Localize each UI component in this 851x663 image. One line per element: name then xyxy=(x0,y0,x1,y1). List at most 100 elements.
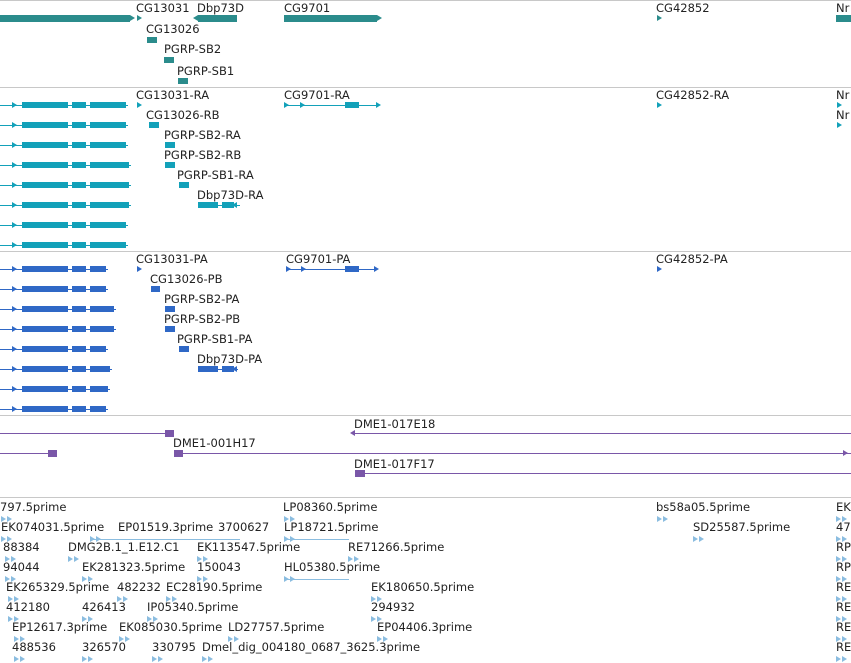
cds-exon[interactable] xyxy=(137,266,142,272)
est-label[interactable]: 797.5prime xyxy=(0,500,67,514)
cds-exon[interactable] xyxy=(22,326,68,332)
transcript-label[interactable]: CG9701-RA xyxy=(284,88,350,102)
est-feature[interactable] xyxy=(197,556,202,562)
est-label[interactable]: 88384 xyxy=(3,540,40,554)
gene-label[interactable]: Nr xyxy=(836,1,850,15)
clone-label[interactable]: DME1-017E18 xyxy=(354,417,436,431)
est-feature[interactable] xyxy=(383,636,388,642)
transcript-exon[interactable] xyxy=(22,142,68,148)
est-feature[interactable] xyxy=(842,576,847,582)
cds-exon[interactable] xyxy=(90,406,106,412)
transcript-label[interactable]: CG42852-RA xyxy=(656,88,730,102)
est-label[interactable]: EK265329.5prime xyxy=(6,580,110,594)
est-feature[interactable] xyxy=(371,616,376,622)
est-feature[interactable] xyxy=(836,516,841,522)
transcript-exon[interactable] xyxy=(12,242,17,248)
clone-label[interactable]: DME1-017F17 xyxy=(354,457,435,471)
est-label[interactable]: EK281323.5prime xyxy=(82,560,186,574)
clone-line[interactable] xyxy=(355,473,851,474)
gene-label[interactable]: PGRP-SB1 xyxy=(177,64,235,78)
est-feature[interactable] xyxy=(842,636,847,642)
transcript-exon[interactable] xyxy=(12,122,17,128)
est-label[interactable]: RE71266.5prime xyxy=(348,540,445,554)
cds-exon[interactable] xyxy=(72,266,86,272)
est-feature[interactable] xyxy=(842,596,847,602)
cds-exon[interactable] xyxy=(22,286,68,292)
transcript-exon[interactable] xyxy=(22,102,68,108)
est-feature[interactable] xyxy=(147,616,152,622)
transcript-exon[interactable] xyxy=(657,102,662,108)
transcript-label[interactable]: PGRP-SB2-RB xyxy=(164,148,242,162)
est-feature[interactable] xyxy=(68,556,73,562)
transcript-exon[interactable] xyxy=(232,202,237,208)
est-label[interactable]: 94044 xyxy=(3,560,40,574)
cds-exon[interactable] xyxy=(12,346,17,352)
transcript-label[interactable]: PGRP-SB2-RA xyxy=(164,128,241,142)
cds-exon[interactable] xyxy=(345,266,359,272)
cds-label[interactable]: CG42852-PA xyxy=(656,252,728,266)
est-label[interactable]: EK180650.5prime xyxy=(371,580,475,594)
est-feature[interactable] xyxy=(88,616,93,622)
cds-exon[interactable] xyxy=(22,346,68,352)
est-label[interactable]: 150043 xyxy=(197,560,241,574)
est-feature[interactable] xyxy=(125,636,130,642)
cds-exon[interactable] xyxy=(12,366,17,372)
transcript-label[interactable]: Nr xyxy=(836,88,850,102)
clone-label[interactable]: DME1-001H17 xyxy=(173,436,256,450)
cds-exon[interactable] xyxy=(151,286,160,292)
cds-exon[interactable] xyxy=(22,406,68,412)
gene-feature[interactable] xyxy=(164,57,174,63)
cds-label[interactable]: CG9701-PA xyxy=(286,252,351,266)
est-feature[interactable] xyxy=(20,656,25,662)
cds-exon[interactable] xyxy=(90,266,106,272)
transcript-exon[interactable] xyxy=(137,102,142,108)
transcript-exon[interactable] xyxy=(284,102,289,108)
cds-label[interactable]: PGRP-SB2-PA xyxy=(164,292,240,306)
gene-feature[interactable] xyxy=(0,15,130,22)
transcript-exon[interactable] xyxy=(72,182,86,188)
est-label[interactable]: RE xyxy=(836,640,851,654)
est-label[interactable]: LD27757.5prime xyxy=(228,620,325,634)
est-label[interactable]: 47 xyxy=(836,520,851,534)
est-feature[interactable] xyxy=(14,656,19,662)
gene-label[interactable]: Dbp73D xyxy=(197,1,244,15)
transcript-exon[interactable] xyxy=(22,162,68,168)
cds-exon[interactable] xyxy=(657,266,662,272)
gene-label[interactable]: CG13026 xyxy=(146,22,200,36)
est-label[interactable]: SD25587.5prime xyxy=(693,520,791,534)
transcript-label[interactable]: Dbp73D-RA xyxy=(197,188,264,202)
est-label[interactable]: RE xyxy=(836,620,851,634)
cds-exon[interactable] xyxy=(72,306,86,312)
est-label[interactable]: EK113547.5prime xyxy=(197,540,301,554)
est-feature[interactable] xyxy=(152,656,157,662)
est-label[interactable]: Dmel_dig_004180_0687_3625.3prime xyxy=(202,640,421,654)
clone-end[interactable] xyxy=(355,470,365,477)
cds-exon[interactable] xyxy=(165,306,175,312)
est-label[interactable]: 488536 xyxy=(12,640,56,654)
est-feature[interactable] xyxy=(123,596,128,602)
est-label[interactable]: RP xyxy=(836,560,851,574)
est-feature[interactable] xyxy=(90,536,95,542)
gene-label[interactable]: CG42852 xyxy=(656,1,710,15)
est-feature[interactable] xyxy=(82,656,87,662)
est-feature[interactable] xyxy=(203,576,208,582)
est-feature[interactable] xyxy=(663,516,668,522)
transcript-exon[interactable] xyxy=(22,202,68,208)
est-feature[interactable] xyxy=(208,656,213,662)
transcript-exon[interactable] xyxy=(22,222,68,228)
cds-exon[interactable] xyxy=(90,386,108,392)
est-feature[interactable] xyxy=(14,616,19,622)
cds-label[interactable]: Dbp73D-PA xyxy=(197,352,263,366)
gene-label[interactable]: CG13031 xyxy=(136,1,190,15)
cds-exon[interactable] xyxy=(90,346,106,352)
est-label[interactable]: 326570 xyxy=(82,640,126,654)
cds-exon[interactable] xyxy=(198,366,218,372)
est-label[interactable]: bs58a05.5prime xyxy=(656,500,751,514)
est-feature[interactable] xyxy=(202,656,207,662)
cds-exon[interactable] xyxy=(22,386,68,392)
est-feature[interactable] xyxy=(284,576,289,582)
transcript-exon[interactable] xyxy=(22,182,68,188)
transcript-exon[interactable] xyxy=(149,122,159,128)
gene-label[interactable]: PGRP-SB2 xyxy=(164,42,222,56)
est-feature[interactable] xyxy=(836,616,841,622)
